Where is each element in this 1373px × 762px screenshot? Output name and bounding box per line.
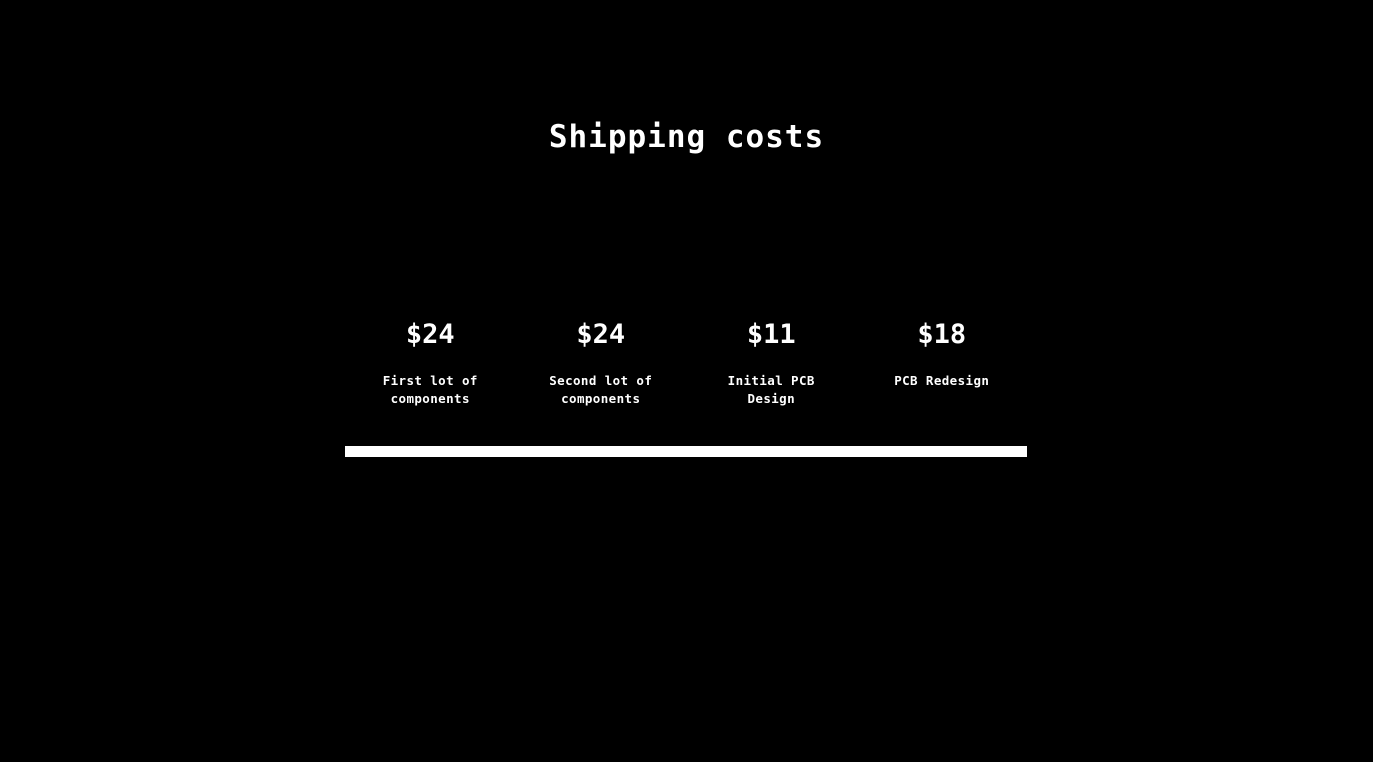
bar-segment	[686, 446, 857, 457]
segment-label: PCB Redesign	[894, 373, 990, 388]
segment-value: $18	[917, 319, 967, 350]
segment-column: $18 PCB Redesign	[857, 318, 1028, 390]
segment-label: Initial PCB Design	[727, 373, 815, 406]
segment-label: First lot of components	[382, 373, 478, 406]
segment-column: $24 First lot of components	[345, 318, 516, 408]
bar-segment	[345, 446, 516, 457]
segment-value: $24	[405, 319, 455, 350]
segment-column: $24 Second lot of components	[516, 318, 687, 408]
bar-segment	[515, 446, 686, 457]
stacked-bar-track	[345, 446, 1027, 457]
segment-label: Second lot of components	[549, 373, 653, 406]
segment-label-row: $24 First lot of components $24 Second l…	[345, 318, 1027, 428]
page-title: Shipping costs	[548, 119, 825, 155]
bar-segment	[856, 446, 1027, 457]
segment-column: $11 Initial PCB Design	[686, 318, 857, 408]
segment-value: $24	[576, 319, 626, 350]
segment-value: $11	[746, 319, 796, 350]
